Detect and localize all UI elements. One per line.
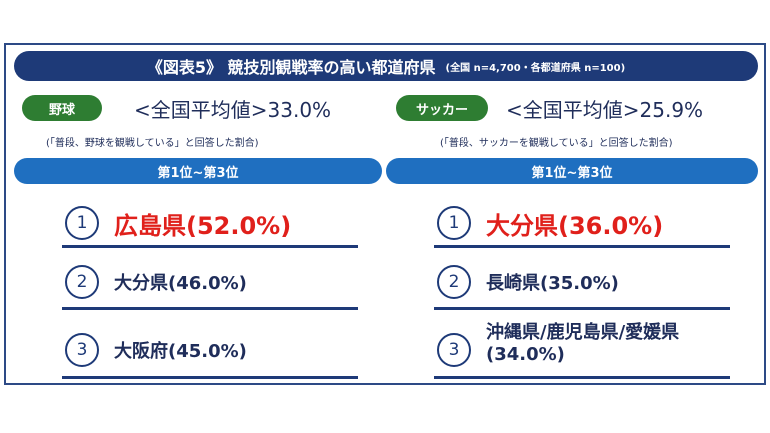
survey-note-baseball: (「普段、野球を観戦している」と回答した割合) — [46, 138, 259, 149]
soccer-column: サッカー <全国平均値>25.9% (「普段、サッカーを観戦している」と回答した… — [384, 45, 760, 383]
rank-place: 大阪府(45.0%) — [114, 341, 247, 362]
rank-row-3-soccer: 3 沖縄県/鹿児島県/愛媛県 (34.0%) — [434, 317, 730, 379]
national-average-baseball: <全国平均値>33.0% — [134, 98, 332, 122]
national-average-soccer: <全国平均値>25.9% — [506, 98, 704, 122]
rank-header-soccer: 第1位~第3位 — [386, 158, 758, 184]
rank-number-circle: 2 — [437, 265, 471, 299]
divider-line — [434, 245, 730, 248]
rank-number-circle: 3 — [437, 333, 471, 367]
sample-size-note: (全国 n=4,700・各都道府県 n=100) — [445, 62, 626, 74]
infographic-frame: 《図表5》 競技別観戦率の高い都道府県 (全国 n=4,700・各都道府県 n=… — [4, 43, 766, 385]
title-bar: 《図表5》 競技別観戦率の高い都道府県 (全国 n=4,700・各都道府県 n=… — [14, 51, 758, 81]
rank-number-circle: 1 — [437, 206, 471, 240]
baseball-column: 野球 <全国平均値>33.0% (「普段、野球を観戦している」と回答した割合) … — [6, 45, 382, 383]
rank-row-3-baseball: 3 大阪府(45.0%) — [62, 317, 358, 379]
rank-place: 広島県(52.0%) — [114, 212, 292, 240]
rank-number-circle: 3 — [65, 333, 99, 367]
rank-number-circle: 1 — [65, 206, 99, 240]
sport-label-soccer: サッカー — [396, 95, 488, 121]
rank-row-1-baseball: 1 広島県(52.0%) — [62, 200, 358, 248]
rank-header-baseball: 第1位~第3位 — [14, 158, 382, 184]
survey-note-soccer: (「普段、サッカーを観戦している」と回答した割合) — [440, 138, 673, 149]
rank-place: 大分県(46.0%) — [114, 273, 247, 294]
rank-place: 大分県(36.0%) — [486, 212, 664, 240]
rank-number-circle: 2 — [65, 265, 99, 299]
figure-title: 《図表5》 競技別観戦率の高い都道府県 — [146, 58, 436, 77]
divider-line — [62, 307, 358, 310]
divider-line — [62, 245, 358, 248]
sport-label-baseball: 野球 — [22, 95, 102, 121]
divider-line — [434, 376, 730, 379]
divider-line — [434, 307, 730, 310]
rank-row-1-soccer: 1 大分県(36.0%) — [434, 200, 730, 248]
divider-line — [62, 376, 358, 379]
rank-row-2-baseball: 2 大分県(46.0%) — [62, 255, 358, 310]
rank-row-2-soccer: 2 長崎県(35.0%) — [434, 255, 730, 310]
rank-place: 長崎県(35.0%) — [486, 273, 619, 294]
rank-place: 沖縄県/鹿児島県/愛媛県 (34.0%) — [486, 322, 680, 365]
